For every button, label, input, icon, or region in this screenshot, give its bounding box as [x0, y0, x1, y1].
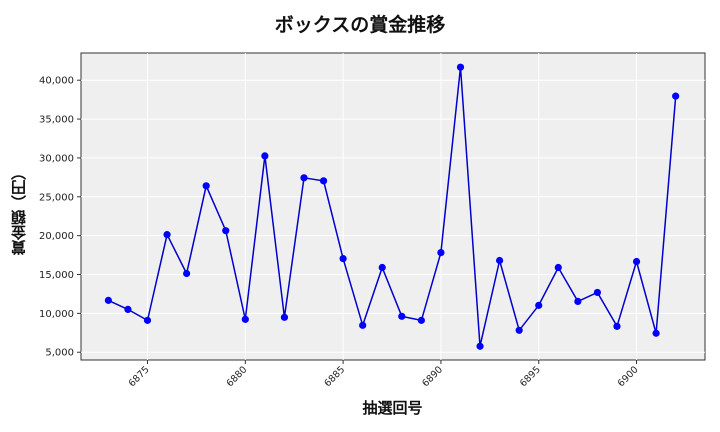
data-point — [124, 305, 132, 314]
data-point — [456, 63, 465, 71]
data-point — [554, 263, 562, 272]
data-point — [163, 231, 171, 239]
data-point — [672, 92, 680, 100]
data-point — [222, 227, 230, 235]
data-point — [417, 316, 425, 324]
y-tick-label: 35,000 — [39, 115, 74, 126]
series-line — [108, 67, 677, 347]
data-point — [437, 248, 445, 257]
data-point — [398, 312, 406, 320]
data-point — [593, 288, 602, 297]
x-tick-label: 6900 — [616, 364, 641, 389]
data-point — [574, 297, 582, 305]
plot-area — [80, 52, 706, 361]
data-point — [378, 263, 386, 272]
data-point — [515, 326, 523, 334]
data-point — [300, 174, 308, 182]
data-point — [104, 296, 112, 304]
data-point — [339, 254, 347, 263]
y-tick-label: 20,000 — [39, 231, 74, 242]
data-point — [202, 182, 210, 190]
x-axis-ticks: 6875 6880 6885 6890 6895 6900 — [127, 360, 641, 389]
data-point — [476, 342, 484, 350]
y-tick-label: 30,000 — [39, 153, 74, 164]
data-point — [652, 329, 660, 337]
data-point — [280, 313, 289, 321]
data-point — [359, 321, 367, 329]
y-tick-label: 40,000 — [39, 76, 74, 87]
y-tick-label: 25,000 — [39, 192, 74, 203]
x-tick-label: 6890 — [420, 364, 445, 389]
data-point — [496, 256, 504, 265]
chart-title: ボックスの賞金推移 — [274, 14, 446, 36]
y-axis-ticks: 5,000 10,000 15,000 20,000 25,000 30,000 35,00… — [39, 76, 81, 359]
data-point — [613, 322, 621, 330]
data-point — [241, 315, 249, 323]
data-point — [632, 257, 641, 266]
y-tick-label: 15,000 — [39, 270, 74, 281]
data-point — [535, 301, 543, 309]
data-point — [319, 177, 328, 185]
data-point — [143, 316, 152, 324]
data-point — [261, 152, 269, 160]
x-tick-label: 6880 — [225, 364, 250, 389]
x-axis-label: 抽選回号 — [362, 399, 423, 417]
x-tick-label: 6885 — [322, 364, 347, 389]
y-tick-label: 5,000 — [45, 348, 74, 359]
x-tick-label: 6895 — [518, 364, 543, 389]
x-tick-label: 6875 — [127, 364, 152, 389]
data-point — [183, 269, 191, 278]
data-series — [104, 63, 680, 350]
y-tick-label: 10,000 — [39, 309, 74, 320]
